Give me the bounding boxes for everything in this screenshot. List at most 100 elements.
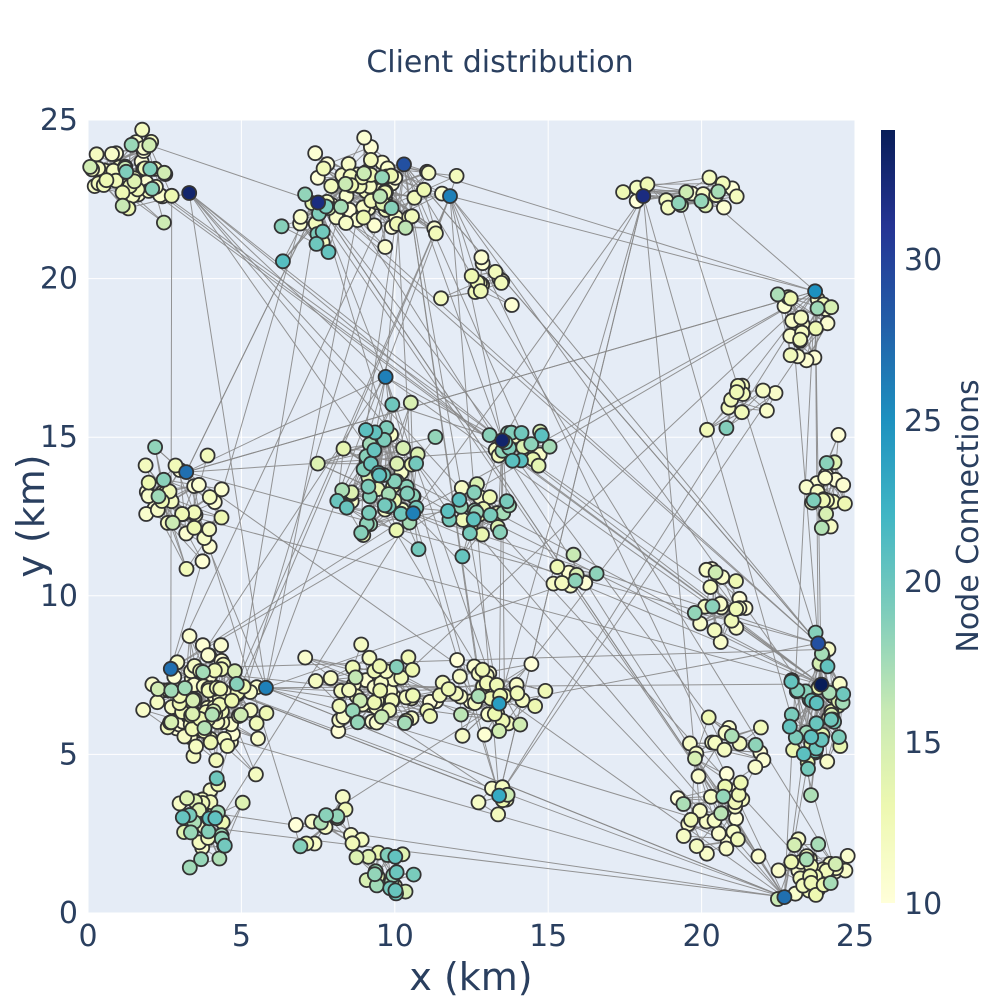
client-node (718, 840, 735, 857)
client-node (503, 297, 520, 313)
client-node (755, 382, 771, 399)
client-node (798, 851, 815, 868)
edge-line (305, 657, 375, 672)
client-node (523, 656, 540, 672)
client-node (466, 484, 483, 501)
client-node (185, 692, 201, 709)
x-tick-label: 0 (78, 919, 97, 954)
client-node (149, 694, 166, 711)
client-node (818, 506, 834, 522)
edge-line (325, 703, 500, 816)
client-node (699, 421, 715, 438)
client-node (494, 432, 511, 449)
client-node (334, 789, 351, 805)
y-tick-label: 5 (59, 737, 78, 772)
client-node (182, 824, 199, 841)
client-node (565, 546, 582, 563)
client-node (388, 864, 405, 881)
edge-line (501, 440, 505, 696)
client-node (307, 673, 324, 689)
client-node (690, 768, 707, 785)
edge-line (179, 469, 187, 534)
node-layer (82, 121, 856, 907)
client-node (786, 837, 803, 853)
client-node (200, 823, 217, 840)
client-node (675, 828, 692, 844)
client-node (331, 698, 348, 714)
client-node (201, 489, 218, 506)
client-node (473, 249, 490, 266)
client-node (135, 702, 152, 718)
client-node (448, 167, 465, 184)
edge-line (170, 223, 301, 669)
edge-line (124, 167, 822, 686)
client-node (440, 681, 457, 697)
client-node (782, 347, 799, 364)
client-node (718, 420, 735, 436)
client-node (404, 687, 421, 704)
client-node (387, 882, 404, 899)
client-node (402, 394, 419, 411)
client-node (274, 253, 291, 270)
client-node (509, 685, 526, 702)
client-node (322, 670, 339, 686)
client-node (164, 514, 181, 531)
client-node (188, 738, 204, 755)
client-node (805, 492, 822, 509)
client-node (728, 601, 744, 617)
edge-line (385, 376, 503, 441)
chart-title: Client distribution (366, 45, 633, 80)
client-node (335, 440, 352, 457)
client-node (140, 474, 157, 491)
client-node (353, 636, 370, 653)
client-node (162, 660, 179, 677)
x-tick-label: 20 (683, 919, 721, 954)
client-node (341, 682, 357, 698)
client-node (728, 384, 745, 401)
client-node (174, 809, 191, 826)
client-node (549, 559, 566, 575)
client-node (472, 283, 489, 300)
client-node (819, 658, 836, 675)
edge-line (498, 440, 503, 704)
client-node (118, 163, 135, 180)
client-node (384, 396, 401, 413)
client-node (776, 889, 793, 905)
client-node (810, 836, 827, 853)
client-node (155, 471, 172, 488)
edge-line (282, 223, 317, 262)
colorbar-tick-label: 30 (904, 243, 942, 278)
edge-line (642, 196, 701, 811)
client-node (377, 239, 394, 255)
client-node (416, 181, 432, 198)
client-node (793, 309, 809, 326)
edge-line (265, 146, 372, 688)
client-node (523, 436, 540, 453)
client-node (372, 682, 389, 699)
client-node (449, 652, 466, 668)
client-node (200, 647, 217, 664)
edge-line (496, 512, 822, 686)
client-node (687, 750, 703, 767)
edge-line (501, 440, 822, 685)
colorbar-tick-label: 20 (904, 565, 942, 600)
edge-line (403, 164, 503, 441)
client-node (700, 709, 717, 726)
client-node (670, 195, 687, 211)
y-tick-label: 10 (40, 579, 78, 614)
client-node (297, 186, 314, 203)
edge-line (185, 455, 209, 534)
y-axis-title: y (km) (9, 454, 53, 577)
client-node (207, 810, 224, 827)
client-node (212, 680, 229, 697)
edge-line (210, 195, 451, 743)
client-node (530, 457, 547, 474)
colorbar-tick-label: 10 (904, 887, 942, 922)
client-node (347, 669, 364, 686)
client-node (716, 741, 733, 758)
edge-line (731, 620, 822, 686)
client-node (366, 442, 383, 459)
client-node (194, 553, 211, 570)
client-node (149, 681, 166, 697)
client-node (144, 180, 161, 197)
